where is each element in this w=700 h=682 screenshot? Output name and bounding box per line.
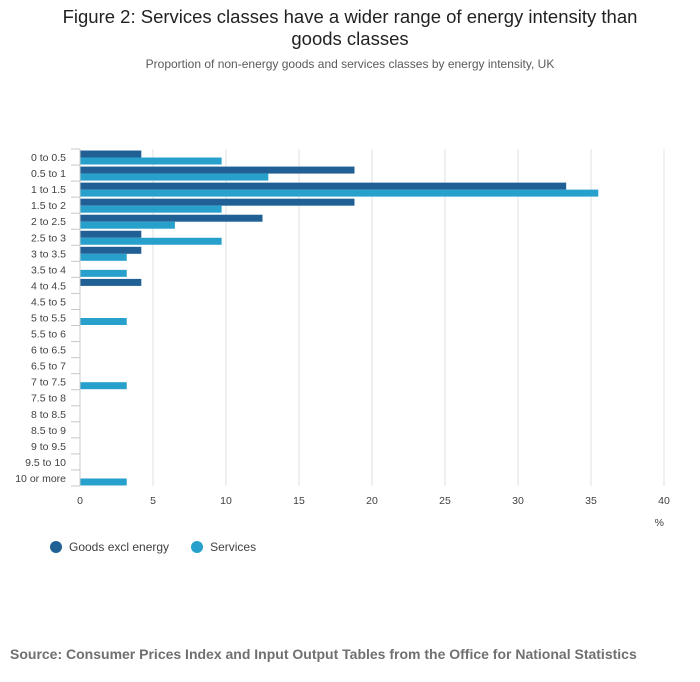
legend-label-services: Services [210, 540, 257, 554]
bar-services [80, 382, 127, 390]
bar-services [80, 269, 127, 277]
y-tick-label: 4.5 to 5 [31, 296, 66, 308]
legend-label-goods: Goods excl energy [69, 540, 170, 554]
source-note: Source: Consumer Prices Index and Input … [10, 646, 637, 662]
x-tick-label: 0 [77, 495, 83, 507]
y-tick-label: 1 to 1.5 [31, 184, 66, 196]
chart-title: Figure 2: Services classes have a wider … [62, 6, 638, 49]
bar-services [80, 478, 127, 486]
legend-item-goods[interactable]: Goods excl energy [50, 540, 169, 554]
y-tick-label: 10 or more [15, 473, 66, 485]
x-tick-label: 5 [150, 495, 156, 507]
y-tick-label: 4 to 4.5 [31, 280, 66, 292]
y-tick-label: 2 to 2.5 [31, 216, 66, 228]
bar-chart: 0 5 10 15 20 25 30 35 40% 0 to 0.5 0.5 to 1 1 to 1.… [15, 148, 670, 529]
bar-goods-excl-energy [80, 230, 142, 238]
x-tick-label: 10 [220, 495, 232, 507]
x-tick-label: 20 [366, 495, 378, 507]
y-tick-label: 5 to 5.5 [31, 313, 66, 325]
y-tick-label: 7.5 to 8 [31, 393, 66, 405]
bar-goods-excl-energy [80, 182, 567, 190]
bar-services [80, 237, 222, 245]
bar-services [80, 253, 127, 261]
y-tick-label: 8 to 8.5 [31, 409, 66, 421]
y-tick-label: 3 to 3.5 [31, 248, 66, 260]
x-axis-label: % [655, 517, 664, 529]
y-tick-label: 8.5 to 9 [31, 425, 66, 437]
bar-services [80, 318, 127, 325]
chart-subtitle: Proportion of non-energy goods and servi… [145, 57, 555, 71]
bar-services [80, 221, 175, 229]
legend-item-services[interactable]: Services [191, 540, 256, 554]
x-tick-label: 40 [658, 495, 670, 507]
bar-services [80, 173, 269, 181]
legend-marker-services [191, 541, 204, 553]
y-tick-label: 0 to 0.5 [31, 152, 66, 164]
bar-goods-excl-energy [80, 246, 142, 254]
y-tick-label: 0.5 to 1 [31, 168, 66, 180]
bar-goods-excl-energy [80, 278, 142, 286]
y-tick-label: 6.5 to 7 [31, 361, 66, 373]
y-tick-label: 5.5 to 6 [31, 329, 66, 341]
y-tick-label: 9 to 9.5 [31, 441, 66, 453]
y-tick-label: 3.5 to 4 [31, 264, 66, 276]
y-tick-label: 1.5 to 2 [31, 200, 66, 212]
bar-goods-excl-energy [80, 198, 355, 206]
bar-services [80, 157, 222, 165]
y-tick-label: 7 to 7.5 [31, 377, 66, 389]
chart-legend: Goods excl energy Services [50, 540, 278, 554]
x-tick-label: 15 [293, 495, 305, 507]
x-tick-label: 35 [585, 495, 597, 507]
bar-goods-excl-energy [80, 166, 355, 174]
bar-services [80, 189, 599, 197]
bar-goods-excl-energy [80, 150, 142, 158]
y-tick-label: 6 to 6.5 [31, 345, 66, 357]
bar-goods-excl-energy [80, 214, 263, 222]
bar-services [80, 205, 222, 213]
y-tick-label: 9.5 to 10 [25, 457, 66, 469]
legend-marker-goods [50, 541, 62, 553]
x-tick-label: 25 [439, 495, 451, 507]
y-tick-label: 2.5 to 3 [31, 232, 66, 244]
x-tick-label: 30 [512, 495, 524, 507]
